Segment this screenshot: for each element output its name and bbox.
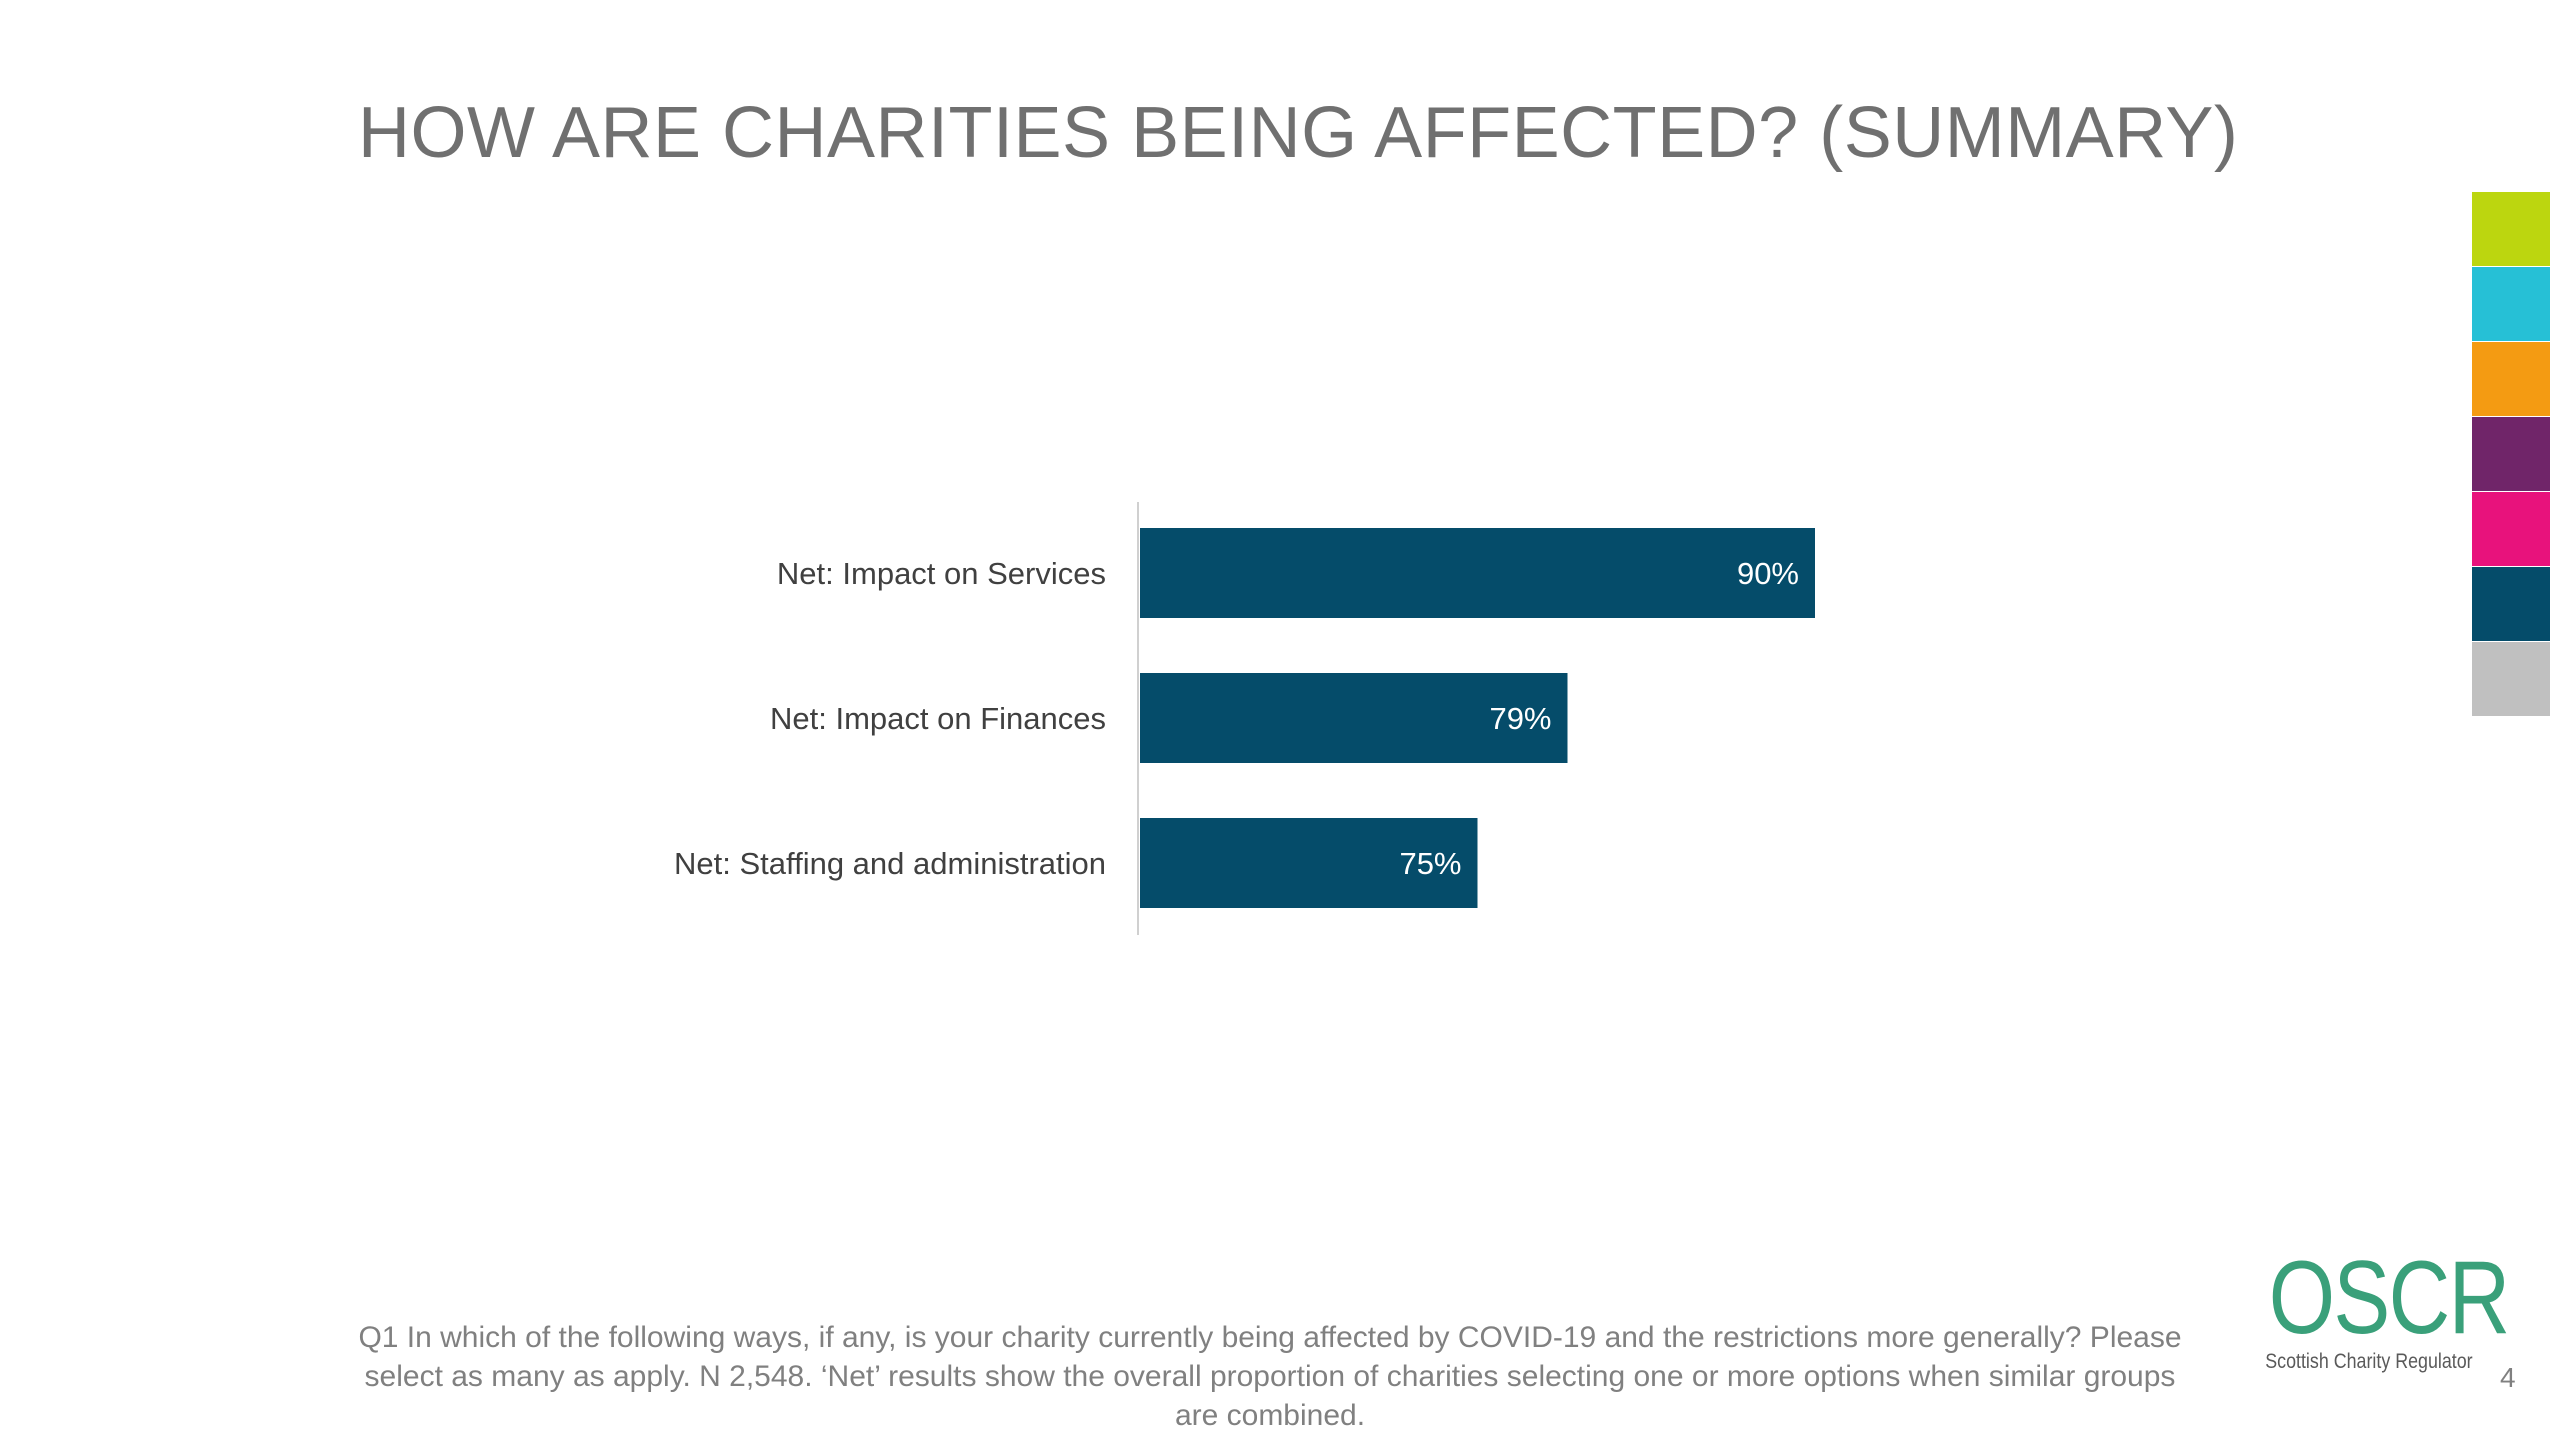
bars-group: Net: Impact on Services 90% Net: Impact on… [674, 528, 1815, 908]
bar-2 [1140, 818, 1478, 908]
page-number: 4 [2500, 1362, 2516, 1393]
color-strip-block-0 [2472, 192, 2550, 266]
logo-subtitle: Scottish Charity Regulator [2265, 1350, 2473, 1373]
color-strip-block-2 [2472, 342, 2550, 416]
bar-0 [1140, 528, 1815, 618]
value-label-1: 79% [1489, 701, 1551, 736]
color-strip-block-3 [2472, 417, 2550, 491]
color-strip-block-1 [2472, 267, 2550, 341]
bar-1 [1140, 673, 1568, 763]
category-label-2: Net: Staffing and administration [674, 846, 1106, 881]
category-label-0: Net: Impact on Services [777, 556, 1106, 591]
color-strip-block-6 [2472, 642, 2550, 716]
category-label-1: Net: Impact on Finances [770, 701, 1106, 736]
value-label-0: 90% [1737, 556, 1799, 591]
color-strip-block-4 [2472, 492, 2550, 566]
bar-chart: Net: Impact on Services 90% Net: Impact on… [674, 502, 1815, 935]
color-strip-block-5 [2472, 567, 2550, 641]
slide-title: HOW ARE CHARITIES BEING AFFECTED? (SUMMA… [358, 93, 2239, 173]
color-strip [2472, 192, 2550, 717]
value-label-2: 75% [1399, 846, 1461, 881]
survey-footnote: Q1 In which of the following ways, if an… [358, 1321, 2182, 1432]
logo-mark: OSCR [2268, 1240, 2510, 1356]
oscr-logo: OSCR Scottish Charity Regulator [2248, 1240, 2510, 1374]
